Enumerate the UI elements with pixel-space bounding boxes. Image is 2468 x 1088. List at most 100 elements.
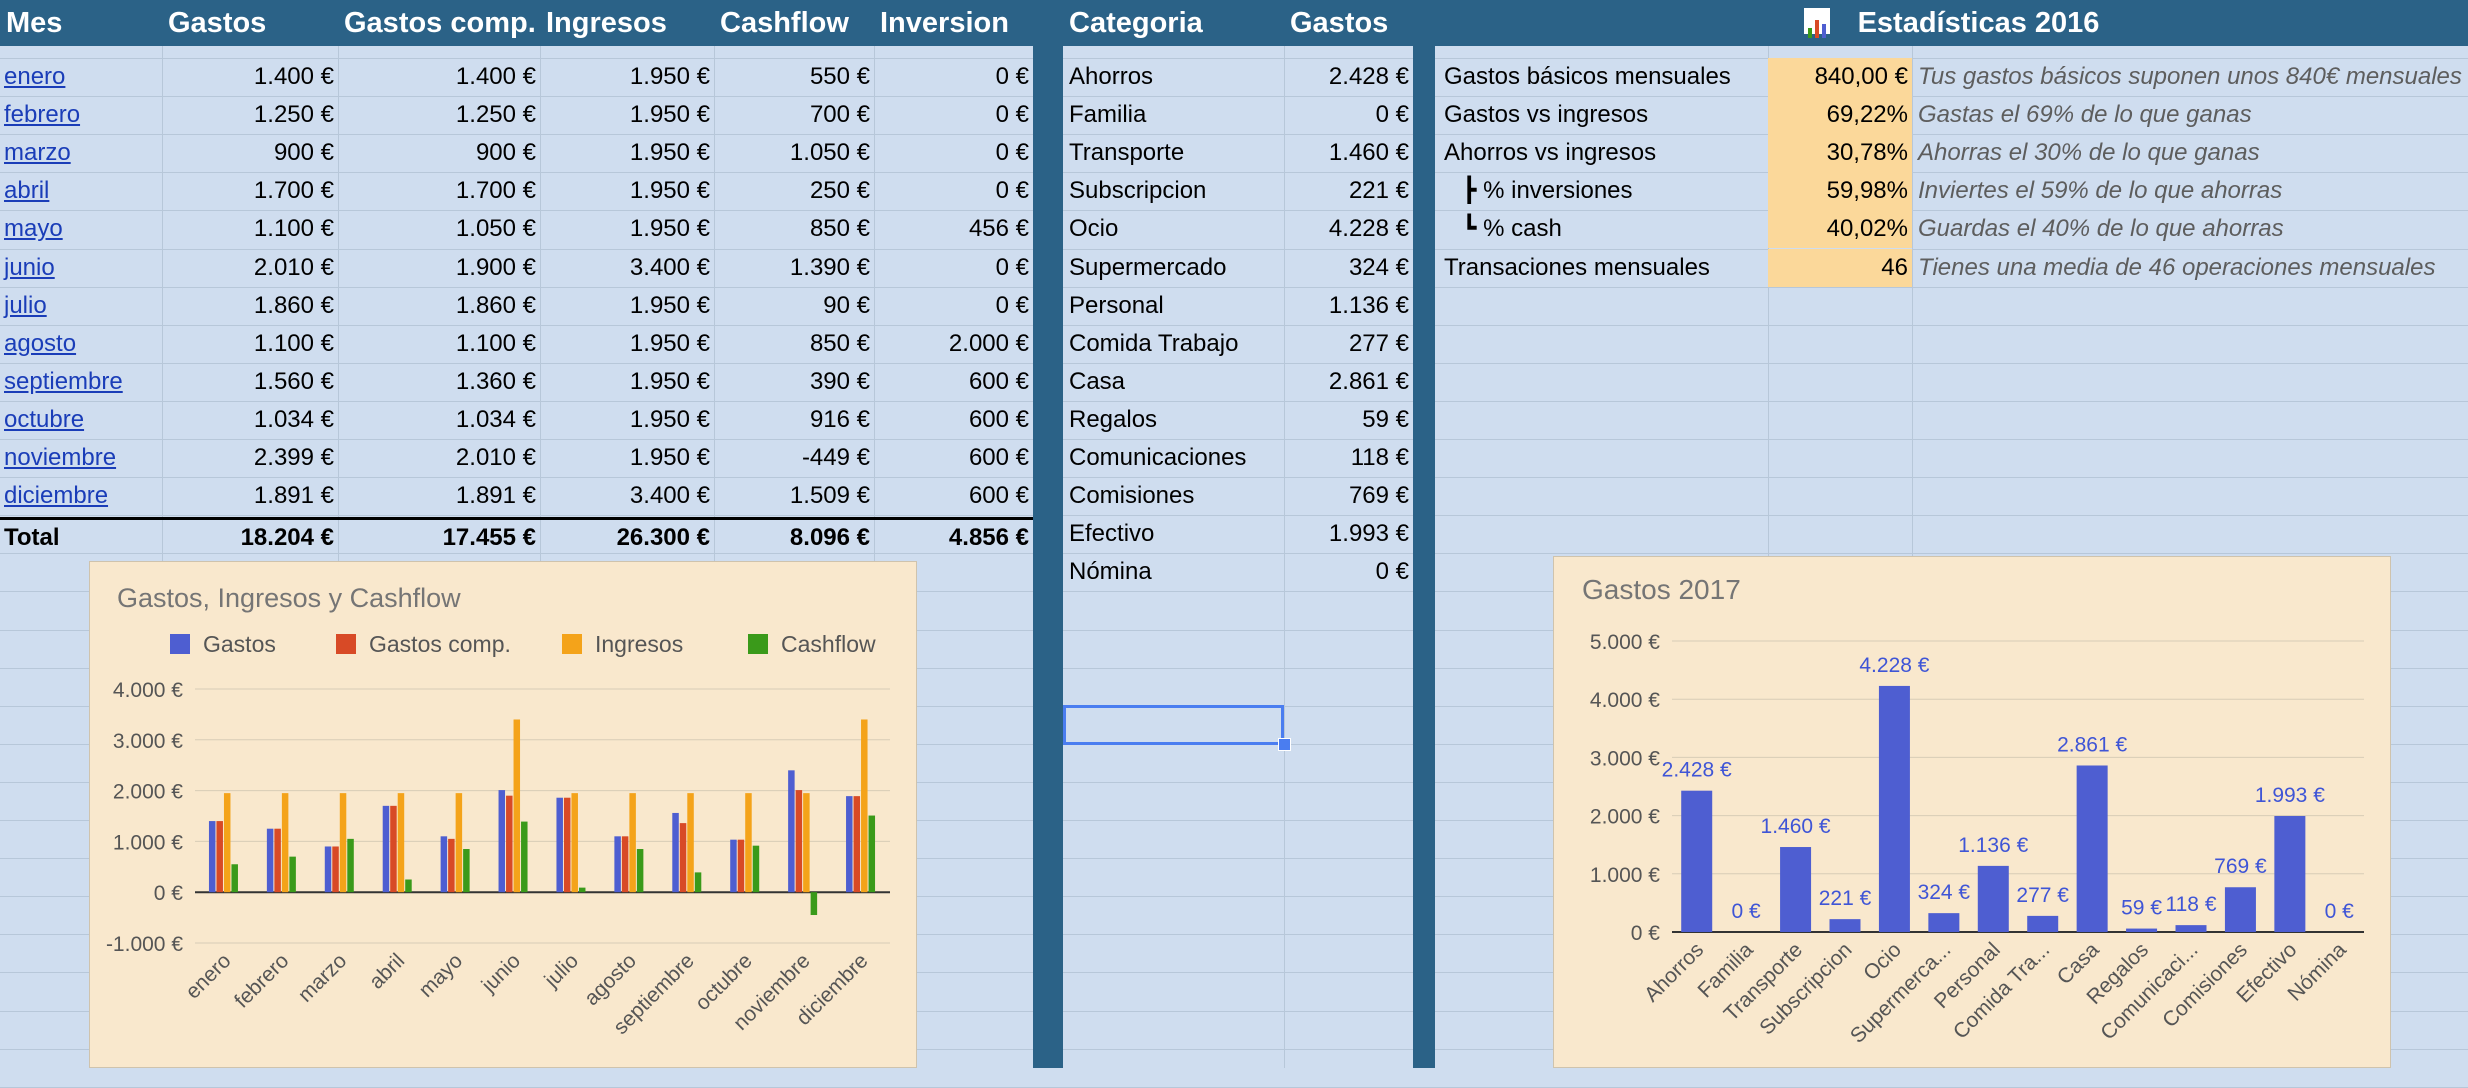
stats-title: Estadísticas 2016 [1857,7,2100,39]
table-cell: 1.700 € [253,177,334,205]
header-categoria[interactable]: Categoria [1063,0,1284,46]
table-cell: 1.050 € [455,215,536,243]
y-tick-label: 1.000 € [1590,864,1660,887]
month-link[interactable]: diciembre [4,482,109,510]
column-gridline [338,46,339,1068]
category-value: 324 € [1348,253,1409,281]
x-tick-label: marzo [294,949,352,1007]
total-cell: 17.455 € [442,524,536,552]
month-link[interactable]: agosto [4,329,77,357]
month-link[interactable]: abril [4,177,50,205]
bar [498,790,506,893]
table-cell: 1.050 € [789,139,870,167]
legend-label: Gastos [203,631,276,657]
y-tick-label: 5.000 € [1590,631,1660,654]
x-tick-label: junio [477,949,525,997]
row-gridline [0,477,2468,479]
bar [347,838,354,893]
bar [629,793,636,893]
y-tick-label: 4.000 € [113,679,183,702]
bar [1928,913,1960,932]
bar [339,793,347,893]
month-link[interactable]: febrero [4,101,81,129]
table-cell: 1.900 € [455,253,536,281]
month-link[interactable]: marzo [4,139,71,167]
month-link[interactable]: junio [4,253,55,281]
table-cell: 2.010 € [455,444,536,471]
data-label: 2.428 € [1662,759,1732,782]
category-value: 2.428 € [1328,63,1409,90]
x-tick-label: Ahorros [1640,938,1708,1006]
month-link[interactable]: mayo [4,215,63,243]
table-cell: 1.034 € [253,405,334,433]
row-gridline [0,896,2468,898]
header-cat-gastos[interactable]: Gastos [1284,0,1413,46]
bar [730,839,737,893]
header-mes[interactable]: Mes [0,0,162,46]
table-cell: 600 € [968,482,1029,510]
table-cell: 0 € [995,177,1029,205]
bar [621,836,629,893]
y-tick-label: 3.000 € [1590,747,1660,770]
table-cell: 2.010 € [253,253,334,281]
x-tick-label: abril [365,949,409,993]
bar [1977,865,2009,932]
table-cell: 1.860 € [455,291,536,319]
data-label: 277 € [2016,884,2069,907]
stat-value: 46 [1768,248,1912,287]
table-cell: 700 € [809,101,870,129]
data-label: 1.460 € [1761,815,1831,838]
table-cell: 1.100 € [253,329,334,357]
month-link[interactable]: octubre [4,405,85,433]
legend-label: Gastos comp. [369,631,511,657]
stat-value: 59,98% [1768,172,1912,211]
bar [861,719,868,893]
table-cell: 900 € [475,139,536,167]
bar [448,838,455,893]
header-gastos-comp[interactable]: Gastos comp. [338,0,540,46]
table-cell: 1.891 € [455,482,536,510]
stat-label: Ahorros vs ingresos [1444,139,1657,167]
table-cell: 0 € [995,101,1029,129]
bar [463,849,470,893]
table-cell: 250 € [809,177,870,205]
bar [405,879,412,893]
bar [1681,790,1713,932]
column-gridline [714,46,715,1068]
category-name: Familia [1069,101,1147,129]
bar [846,796,853,893]
chart-gastos-ingresos-cashflow[interactable]: Gastos, Ingresos y Cashflow Gastos Gastos … [89,561,917,1068]
category-value: 1.993 € [1328,520,1409,548]
row-gridline [0,134,2468,136]
bar [745,793,752,893]
bar [506,795,513,893]
header-gastos[interactable]: Gastos [162,0,338,46]
header-inversion[interactable]: Inversion [874,0,1033,46]
bar [274,828,281,893]
bar [1878,685,1910,932]
category-value: 769 € [1348,482,1409,510]
bar [382,805,390,893]
chart-gastos-2017[interactable]: Gastos 2017 5.000 € 4.000 € 3.000 € 2.000 € 1… [1553,556,2391,1068]
category-name: Personal [1069,291,1164,319]
bar [324,846,332,893]
selected-cell[interactable] [1063,705,1284,745]
category-value: 118 € [1350,444,1409,471]
bar [2175,925,2207,932]
table-cell: 1.390 € [789,253,870,281]
header-ingresos[interactable]: Ingresos [540,0,714,46]
month-link[interactable]: julio [4,291,47,319]
table-cell: 600 € [968,405,1029,433]
table-cell: 1.034 € [455,405,536,433]
table-cell: 0 € [995,63,1029,90]
column-gridline [1284,46,1285,1068]
header-cashflow[interactable]: Cashflow [714,0,874,46]
bar [281,793,289,893]
month-link[interactable]: septiembre [4,367,123,395]
month-link[interactable]: enero [4,63,66,90]
table-cell: 1.950 € [629,291,710,319]
y-tick-label: 0 € [1631,922,1661,945]
category-name: Efectivo [1069,520,1155,548]
month-link[interactable]: noviembre [4,444,117,471]
fill-handle[interactable] [1278,738,1291,751]
